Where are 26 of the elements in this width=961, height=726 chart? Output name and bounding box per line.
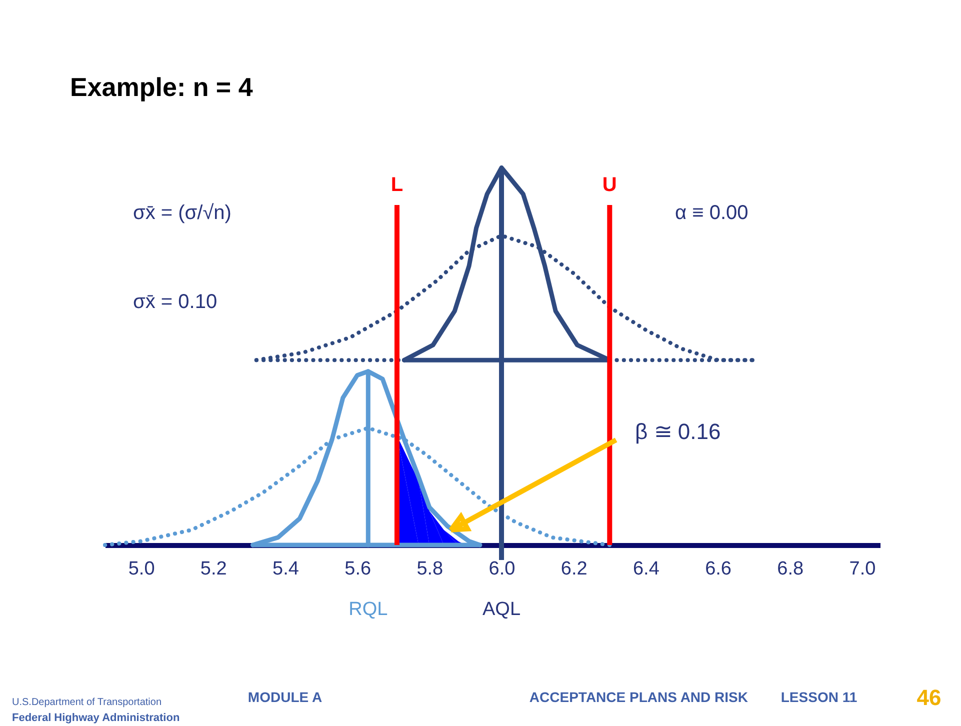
text: 46 <box>916 685 942 710</box>
ref-line-label: L <box>390 174 404 196</box>
annotation: α ≡ 0.00 <box>675 202 748 224</box>
text: Federal Highway Administration <box>12 712 180 724</box>
x-tick-label: 6.4 <box>632 558 660 580</box>
x-tick-label: 5.2 <box>200 558 227 580</box>
chart-title: Example: n = 4 <box>70 72 254 102</box>
text: U.S.Department of Transportation <box>12 697 162 708</box>
ref-line-label: AQL <box>482 599 521 620</box>
annotation: σx̄ = 0.10 <box>133 291 218 313</box>
x-tick-label: 6.2 <box>560 558 588 580</box>
text: LESSON 11 <box>780 689 858 705</box>
text: ACCEPTANCE PLANS AND RISK <box>529 689 748 705</box>
text: MODULE A <box>248 689 322 705</box>
text: RQL <box>348 599 388 620</box>
x-tick-label: 5.0 <box>128 558 155 580</box>
annotation: β ≅ 0.16 <box>635 418 721 444</box>
x-tick-label: 5.4 <box>272 558 300 580</box>
x-tick-label: 6.8 <box>777 558 804 580</box>
ref-line-label: U <box>602 174 617 196</box>
annotation: σx̄ = (σ/√n) <box>133 202 232 224</box>
x-tick-label: 5.6 <box>344 558 372 580</box>
x-tick-label: 5.8 <box>416 558 444 580</box>
x-tick-label: 6.6 <box>705 558 732 580</box>
x-tick-label: 7.0 <box>849 558 876 580</box>
x-tick-label: 6.0 <box>488 558 516 580</box>
